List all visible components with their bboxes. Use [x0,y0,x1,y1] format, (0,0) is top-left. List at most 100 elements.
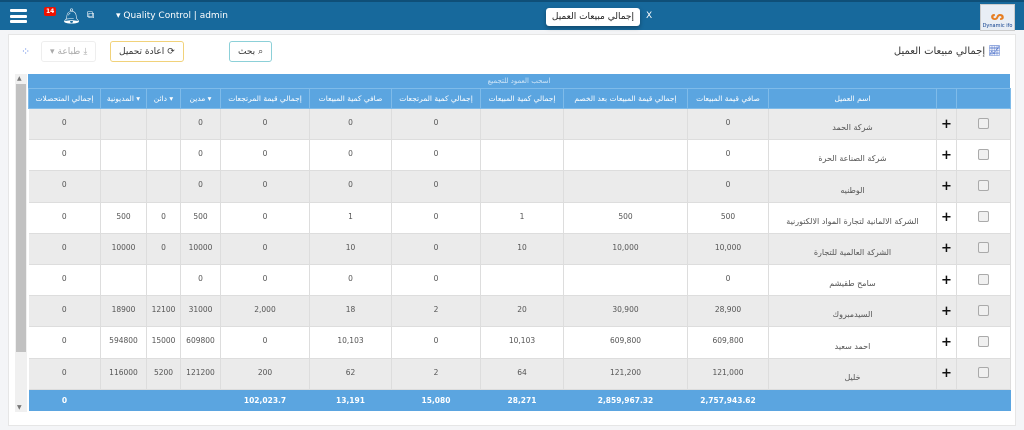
reload-button[interactable]: اعادة تحميل ⟳ [110,41,184,62]
column-header[interactable]: المديونية ▾ [100,88,147,109]
row-checkbox[interactable] [978,304,989,316]
customer-name-cell: السيدمبروك [768,295,937,328]
column-header[interactable]: مدين ▾ [180,88,221,109]
table-cell: 62 [309,358,392,390]
table-row[interactable]: 0 0 0 0 0 0 سامح طقيشم + [28,264,1011,297]
table-cell: 121200 [180,358,221,390]
chevron-down-icon: ▾ [50,46,55,57]
table-cell: 0 [28,170,101,203]
table-row[interactable]: 0 10000 0 10000 0 10 0 10 10,000 10,000 الشركة الع… [28,233,1011,265]
table-cell [480,170,564,203]
table-cell: 0 [220,202,310,234]
row-checkbox[interactable] [978,148,989,160]
column-header[interactable]: إجمالي كمية المبيعات [480,88,564,109]
table-cell: 0 [391,139,481,172]
table-cell: 0 [220,264,310,297]
table-row[interactable]: 0 116000 5200 121200 200 62 2 64 121,200 121,000 خ… [28,358,1011,390]
column-header[interactable] [956,88,1011,109]
bell-icon[interactable]: 🔔︎ [62,7,82,25]
checkbox-cell [956,295,1011,328]
customer-name-cell: احمد سعيد [768,326,937,359]
table-cell: 0 [146,233,181,265]
vertical-scrollbar[interactable]: ▲ ▼ [15,74,27,412]
table-row[interactable]: 0 594800 15000 609800 0 10,103 0 10,103 609,800 6… [28,326,1011,359]
total-cell: 2,757,943.62 [687,389,769,412]
column-header[interactable]: صافي قيمة المبيعات [687,88,769,109]
table-cell: 0 [220,326,310,359]
search-icon: ⌕ [258,46,264,57]
column-header[interactable]: دائن ▾ [146,88,181,109]
table-cell [563,139,688,172]
table-cell: 20 [480,295,564,328]
expand-row-icon[interactable]: + [936,326,957,359]
table-cell: 1 [480,202,564,234]
close-tab-button[interactable]: X [646,11,653,21]
table-cell [480,264,564,297]
table-cell [146,108,181,141]
table-cell [146,170,181,203]
expand-row-icon[interactable]: + [936,139,957,172]
tab-customer-sales[interactable]: إجمالي مبيعات العميل [545,8,640,26]
expand-row-icon[interactable]: + [936,170,957,203]
row-checkbox[interactable] [978,117,989,129]
total-cell: 15,080 [391,389,481,412]
column-header[interactable]: إجمالي قيمة المرتجعات [220,88,310,109]
row-checkbox[interactable] [978,211,989,223]
column-header[interactable]: إجمالي المتحصلات [28,88,101,109]
table-row[interactable]: 0 0 0 0 0 0 شركة الحمد + [28,108,1011,141]
group-panel[interactable]: اسحب العمود للتجميع [28,74,1010,88]
total-cell: 102,023.7 [220,389,310,412]
table-cell: 10 [309,233,392,265]
row-checkbox[interactable] [978,335,989,347]
translate-icon[interactable]: ⧉ [87,10,95,21]
expand-row-icon[interactable]: + [936,264,957,297]
expand-row-icon[interactable]: + [936,358,957,390]
user-menu[interactable]: ▾ Quality Control | admin [116,11,228,21]
table-cell [563,108,688,141]
total-cell: 2,859,967.32 [563,389,688,412]
table-row[interactable]: 0 18900 12100 31000 2,000 18 2 20 30,900 28,900 ال… [28,295,1011,328]
page-title: إجمالي مبيعات العميل 📈︎ [893,46,1001,57]
column-header[interactable]: إجمالي كمية المرتجعات [391,88,481,109]
table-row[interactable]: 0 0 0 0 0 0 الوطنيه + [28,170,1011,203]
total-cell: 0 [28,389,101,412]
column-header[interactable]: إجمالي قيمة المبيعات بعد الخصم [563,88,688,109]
table-cell [100,139,147,172]
table-cell [100,170,147,203]
total-cell: 13,191 [309,389,392,412]
table-cell: 18900 [100,295,147,328]
column-header[interactable]: صافي كمية المبيعات [309,88,392,109]
table-cell: 0 [180,264,221,297]
total-cell [180,389,221,412]
table-cell: 0 [391,108,481,141]
column-header[interactable] [936,88,957,109]
expand-row-icon[interactable]: + [936,108,957,141]
column-header[interactable]: اسم العميل [768,88,937,109]
table-cell: 2 [391,295,481,328]
expand-row-icon[interactable]: + [936,233,957,265]
expand-row-icon[interactable]: + [936,295,957,328]
table-cell: 0 [687,108,769,141]
expand-row-icon[interactable]: + [936,202,957,234]
table-cell: 121,000 [687,358,769,390]
row-checkbox[interactable] [978,367,989,379]
row-checkbox[interactable] [978,179,989,191]
menu-icon[interactable] [10,9,27,23]
table-cell: 64 [480,358,564,390]
table-row[interactable]: 0 0 0 0 0 0 شركة الصناعة الحرة + [28,139,1011,172]
row-checkbox[interactable] [978,242,989,254]
print-button[interactable]: ▾ طباعة ⤓ [41,41,97,62]
total-cell [146,389,181,412]
table-cell: 0 [391,170,481,203]
settings-dots-icon[interactable]: ⁘ [21,45,31,58]
search-button[interactable]: بحث ⌕ [229,41,273,62]
table-cell: 0 [687,139,769,172]
table-cell: 0 [391,326,481,359]
row-checkbox[interactable] [978,273,989,285]
table-cell [480,139,564,172]
table-row[interactable]: 0 500 0 500 0 1 0 1 500 500 الشركة الالمانية لتجار… [28,202,1011,234]
main-panel: إجمالي مبيعات العميل 📈︎ ⁘ ▾ طباعة ⤓ اعادة … [8,34,1016,426]
table-cell: 0 [220,139,310,172]
chart-icon: 📈︎ [988,46,1001,57]
table-cell: 0 [28,139,101,172]
